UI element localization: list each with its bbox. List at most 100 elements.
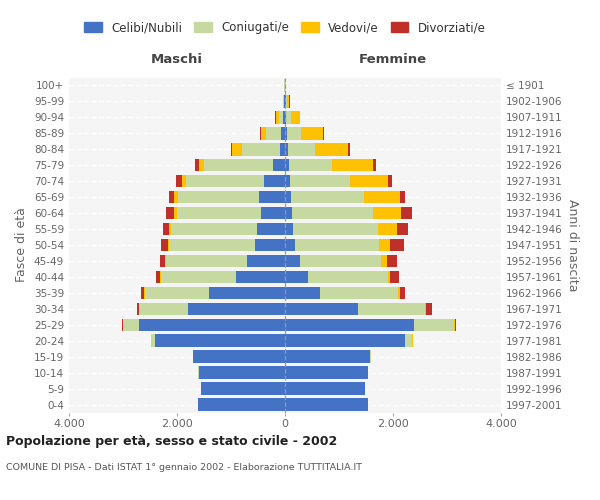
Bar bbox=[285, 318, 413, 331]
Bar bbox=[285, 382, 365, 395]
Bar bbox=[285, 270, 308, 283]
Bar bbox=[398, 286, 400, 299]
Bar bbox=[285, 143, 288, 156]
Bar bbox=[288, 143, 315, 156]
Bar bbox=[315, 143, 348, 156]
Bar bbox=[266, 127, 281, 140]
Bar bbox=[193, 350, 285, 363]
Bar bbox=[236, 270, 285, 283]
Bar bbox=[260, 127, 266, 140]
Bar bbox=[373, 207, 401, 220]
Bar bbox=[292, 207, 373, 220]
Bar bbox=[145, 286, 209, 299]
Bar bbox=[348, 143, 350, 156]
Bar bbox=[299, 254, 381, 267]
Bar bbox=[285, 223, 293, 235]
Bar bbox=[280, 143, 285, 156]
Bar bbox=[151, 334, 155, 347]
Bar bbox=[259, 191, 285, 203]
Bar bbox=[199, 159, 204, 172]
Bar bbox=[185, 175, 264, 188]
Bar bbox=[285, 254, 299, 267]
Bar bbox=[161, 270, 236, 283]
Bar bbox=[364, 191, 400, 203]
Bar bbox=[400, 191, 406, 203]
Bar bbox=[290, 191, 364, 203]
Bar bbox=[174, 207, 177, 220]
Bar bbox=[286, 111, 292, 124]
Bar bbox=[166, 207, 174, 220]
Bar bbox=[257, 223, 285, 235]
Bar bbox=[373, 159, 376, 172]
Bar bbox=[283, 95, 284, 108]
Bar bbox=[292, 111, 300, 124]
Bar bbox=[320, 286, 398, 299]
Bar bbox=[169, 239, 256, 251]
Bar bbox=[230, 143, 232, 156]
Bar bbox=[194, 159, 199, 172]
Bar bbox=[293, 223, 377, 235]
Bar bbox=[139, 302, 188, 315]
Bar bbox=[167, 239, 169, 251]
Bar bbox=[370, 350, 371, 363]
Bar bbox=[197, 398, 285, 410]
Bar bbox=[377, 223, 397, 235]
Bar bbox=[285, 159, 289, 172]
Bar bbox=[295, 239, 379, 251]
Bar bbox=[332, 159, 373, 172]
Bar bbox=[400, 286, 406, 299]
Bar bbox=[264, 175, 285, 188]
Bar bbox=[199, 366, 285, 379]
Bar bbox=[290, 175, 350, 188]
Y-axis label: Anni di nascita: Anni di nascita bbox=[566, 198, 579, 291]
Text: Femmine: Femmine bbox=[359, 54, 427, 66]
Bar bbox=[285, 334, 406, 347]
Bar bbox=[202, 382, 285, 395]
Bar bbox=[381, 254, 386, 267]
Y-axis label: Fasce di età: Fasce di età bbox=[16, 208, 28, 282]
Bar bbox=[285, 398, 368, 410]
Bar bbox=[390, 239, 404, 251]
Bar bbox=[285, 111, 286, 124]
Bar bbox=[139, 318, 285, 331]
Bar bbox=[388, 175, 392, 188]
Bar bbox=[281, 127, 285, 140]
Legend: Celibi/Nubili, Coniugati/e, Vedovi/e, Divorziati/e: Celibi/Nubili, Coniugati/e, Vedovi/e, Di… bbox=[80, 16, 490, 39]
Bar bbox=[285, 127, 287, 140]
Bar bbox=[188, 302, 285, 315]
Bar bbox=[388, 270, 391, 283]
Bar bbox=[323, 127, 324, 140]
Bar bbox=[161, 239, 167, 251]
Bar bbox=[283, 111, 285, 124]
Bar bbox=[169, 223, 171, 235]
Bar bbox=[285, 191, 290, 203]
Bar bbox=[273, 159, 285, 172]
Bar bbox=[427, 302, 432, 315]
Bar bbox=[425, 302, 427, 315]
Bar bbox=[156, 270, 160, 283]
Bar bbox=[285, 366, 368, 379]
Bar bbox=[178, 191, 259, 203]
Bar bbox=[260, 207, 285, 220]
Bar bbox=[308, 270, 388, 283]
Bar bbox=[155, 334, 285, 347]
Bar bbox=[177, 207, 260, 220]
Bar bbox=[169, 191, 174, 203]
Text: COMUNE DI PISA - Dati ISTAT 1° gennaio 2002 - Elaborazione TUTTITALIA.IT: COMUNE DI PISA - Dati ISTAT 1° gennaio 2… bbox=[6, 462, 362, 471]
Bar bbox=[285, 239, 295, 251]
Bar bbox=[160, 254, 165, 267]
Bar bbox=[406, 334, 412, 347]
Bar bbox=[287, 95, 289, 108]
Bar bbox=[285, 302, 358, 315]
Bar bbox=[285, 175, 290, 188]
Bar bbox=[182, 175, 185, 188]
Bar bbox=[285, 286, 320, 299]
Bar bbox=[301, 127, 323, 140]
Bar bbox=[171, 223, 257, 235]
Bar bbox=[350, 175, 388, 188]
Bar bbox=[287, 127, 301, 140]
Bar bbox=[397, 223, 409, 235]
Bar bbox=[204, 159, 273, 172]
Bar bbox=[247, 254, 285, 267]
Bar bbox=[242, 143, 280, 156]
